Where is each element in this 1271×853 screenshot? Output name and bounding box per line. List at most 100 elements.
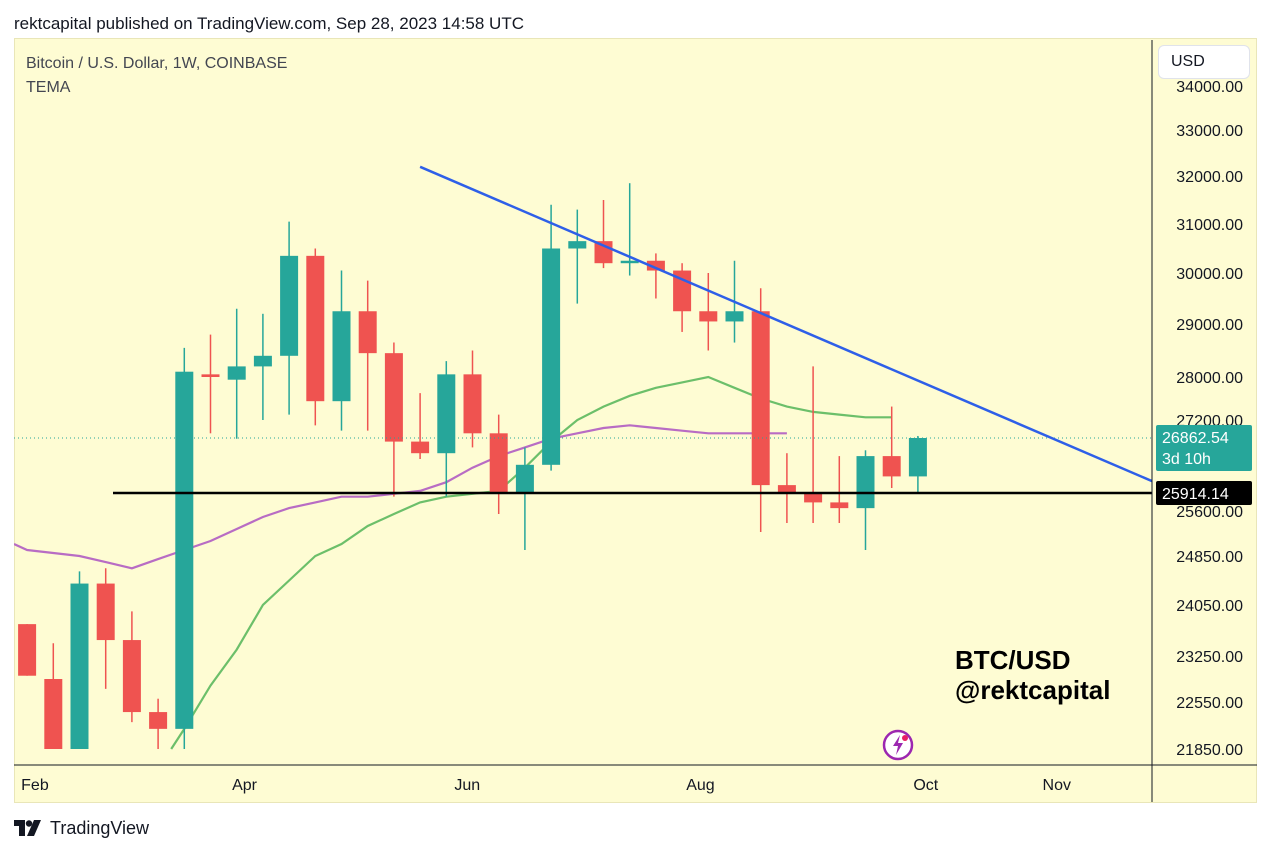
publication-header: rektcapital published on TradingView.com… bbox=[14, 14, 524, 33]
y-tick-label: 24850.00 bbox=[1176, 549, 1243, 566]
candle bbox=[384, 342, 403, 497]
candle bbox=[227, 308, 246, 439]
candle bbox=[777, 453, 796, 523]
candle-body bbox=[384, 353, 403, 442]
descending-trendline bbox=[419, 165, 1152, 483]
support-price-label-text: 25914.14 bbox=[1162, 486, 1229, 503]
candle bbox=[620, 183, 639, 276]
x-tick-label: Apr bbox=[232, 777, 258, 794]
candle-body bbox=[620, 260, 639, 264]
y-tick-label: 21850.00 bbox=[1176, 742, 1243, 759]
candle-body bbox=[227, 366, 246, 380]
candle bbox=[673, 263, 692, 332]
author-watermark: BTC/USD @rektcapital bbox=[955, 645, 1110, 705]
candle bbox=[830, 456, 849, 523]
candle bbox=[122, 611, 141, 723]
y-tick-label: 23250.00 bbox=[1176, 649, 1243, 666]
flash-icon[interactable] bbox=[882, 729, 914, 766]
candle bbox=[358, 280, 377, 431]
candle bbox=[804, 366, 823, 523]
candle-body bbox=[542, 248, 561, 465]
x-tick-label: Nov bbox=[1043, 777, 1071, 794]
candle bbox=[18, 624, 37, 676]
tradingview-footer[interactable]: TradingView bbox=[14, 817, 149, 839]
support-price-label-bg bbox=[1156, 480, 1252, 505]
candle bbox=[751, 288, 770, 532]
symbol-title[interactable]: Bitcoin / U.S. Dollar, 1W, COINBASE bbox=[26, 55, 288, 72]
x-tick-label: Feb bbox=[21, 777, 49, 794]
candle bbox=[332, 270, 351, 431]
candle bbox=[489, 414, 508, 514]
x-tick-label: Oct bbox=[913, 777, 938, 794]
candle bbox=[306, 248, 325, 426]
candle-body bbox=[306, 255, 325, 402]
candle-body bbox=[882, 456, 901, 477]
support-price-label: 25914.14 bbox=[1156, 480, 1252, 505]
candle bbox=[70, 571, 89, 749]
candle-body bbox=[908, 438, 927, 477]
currency-button[interactable]: USD bbox=[1158, 45, 1250, 79]
candle bbox=[175, 347, 194, 749]
candle-body bbox=[411, 441, 430, 454]
x-tick-label: Jun bbox=[454, 777, 480, 794]
candle bbox=[699, 273, 718, 351]
candle bbox=[253, 313, 272, 420]
y-tick-label: 24050.00 bbox=[1176, 598, 1243, 615]
candle bbox=[44, 643, 63, 749]
candle bbox=[515, 447, 534, 550]
candle bbox=[149, 698, 168, 749]
y-tick-label: 22550.00 bbox=[1176, 695, 1243, 712]
candle-body bbox=[175, 371, 194, 729]
y-tick-label: 34000.00 bbox=[1176, 79, 1243, 96]
candle bbox=[908, 435, 927, 494]
candle bbox=[542, 204, 561, 471]
last-price-label-text: 3d 10h bbox=[1162, 451, 1211, 468]
y-tick-label: 31000.00 bbox=[1176, 217, 1243, 234]
candle-body bbox=[751, 311, 770, 486]
y-tick-label: 32000.00 bbox=[1176, 169, 1243, 186]
candle-body bbox=[804, 493, 823, 503]
indicator-title[interactable]: TEMA bbox=[26, 79, 71, 96]
candle bbox=[463, 350, 482, 448]
candle-body bbox=[280, 255, 299, 356]
candle-body bbox=[253, 355, 272, 367]
candle-body bbox=[699, 311, 718, 322]
drawing-overlays bbox=[14, 165, 1152, 495]
candle bbox=[646, 253, 665, 299]
y-tick-label: 30000.00 bbox=[1176, 266, 1243, 283]
candle-body bbox=[18, 624, 37, 676]
candle-body bbox=[725, 311, 744, 322]
candle-body bbox=[515, 464, 534, 494]
axis-layer: 34000.00 33000.00 32000.00 31000.00 30000.00… bbox=[14, 40, 1257, 802]
y-tick-label: 29000.00 bbox=[1176, 317, 1243, 334]
watermark-line-2: @rektcapital bbox=[955, 675, 1111, 705]
candle-body bbox=[44, 679, 63, 749]
candle-body bbox=[856, 456, 875, 509]
candle bbox=[437, 361, 456, 497]
candle-body bbox=[70, 583, 89, 749]
candle-body bbox=[149, 712, 168, 729]
y-tick-label: 28000.00 bbox=[1176, 370, 1243, 387]
last-price-label-bg bbox=[1156, 425, 1252, 471]
last-price-label-text: 26862.54 bbox=[1162, 430, 1229, 447]
candle-body bbox=[96, 583, 115, 641]
last-price-label: 26862.54 3d 10h bbox=[1156, 425, 1252, 471]
candle bbox=[411, 393, 430, 460]
candle-body bbox=[777, 485, 796, 494]
candle bbox=[96, 568, 115, 689]
watermark-line-1: BTC/USD bbox=[955, 645, 1071, 675]
candlestick-series bbox=[18, 183, 927, 749]
candle bbox=[882, 406, 901, 489]
candle bbox=[594, 200, 613, 269]
chart-area[interactable] bbox=[14, 38, 1257, 803]
y-tick-label: 33000.00 bbox=[1176, 123, 1243, 140]
candle-body bbox=[463, 374, 482, 434]
candle-body bbox=[122, 640, 141, 713]
candle bbox=[201, 334, 220, 434]
candle bbox=[856, 450, 875, 550]
candle-body bbox=[358, 311, 377, 354]
tradingview-brand: TradingView bbox=[50, 817, 150, 838]
candle bbox=[568, 209, 587, 304]
candle-body bbox=[489, 433, 508, 494]
